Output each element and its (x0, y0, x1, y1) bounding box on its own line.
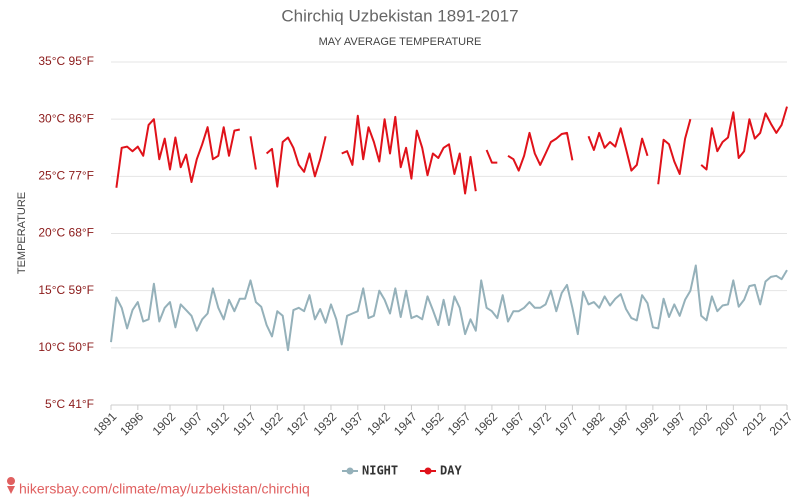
x-tick-label: 1972 (525, 409, 554, 438)
x-tick-label: 1992 (632, 409, 661, 438)
x-tick-label: 1932 (311, 409, 340, 438)
x-tick-label: 2012 (740, 409, 769, 438)
y-tick-label: 35°C 95°F (38, 54, 94, 68)
x-tick-label: 1977 (552, 409, 581, 438)
x-tick-label: 1952 (418, 409, 447, 438)
x-tick-label: 1947 (391, 409, 420, 438)
chart-subtitle: MAY AVERAGE TEMPERATURE (319, 36, 482, 48)
x-tick-label: 2017 (767, 409, 796, 438)
x-tick-label: 1937 (337, 409, 366, 438)
x-tick-label: 1917 (230, 409, 259, 438)
series-line (110, 264, 788, 352)
x-tick-label: 1942 (364, 409, 393, 438)
legend-marker (424, 467, 432, 475)
y-axis-label: TEMPERATURE (16, 192, 28, 274)
legend-label: NIGHT (362, 464, 398, 478)
y-tick-label: 20°C 68°F (38, 226, 94, 240)
x-tick-label: 1927 (284, 409, 313, 438)
pin-icon (7, 477, 16, 494)
source: hikersbay.com/climate/may/uzbekistan/chi… (19, 481, 310, 497)
legend-marker (346, 467, 354, 475)
y-tick-label: 10°C 50°F (38, 340, 94, 354)
y-tick-label: 5°C 41°F (45, 397, 94, 411)
y-tick-label: 30°C 86°F (38, 111, 94, 125)
chart-title: Chirchiq Uzbekistan 1891-2017 (281, 6, 518, 25)
y-tick-label: 25°C 77°F (38, 169, 94, 183)
y-tick-label: 15°C 59°F (38, 283, 94, 297)
x-tick-label: 1891 (91, 409, 120, 438)
x-tick-label: 1967 (498, 409, 527, 438)
x-tick-label: 1957 (445, 409, 474, 438)
x-tick-label: 1982 (579, 409, 608, 438)
x-tick-label: 1896 (117, 409, 146, 438)
x-tick-label: 1907 (176, 409, 205, 438)
x-tick-label: 2007 (713, 409, 742, 438)
x-tick-label: 1997 (659, 409, 688, 438)
x-tick-label: 2002 (686, 409, 715, 438)
x-tick-label: 1922 (257, 409, 286, 438)
x-tick-label: 1912 (203, 409, 232, 438)
series-line (115, 106, 788, 195)
x-tick-label: 1902 (150, 409, 179, 438)
legend-label: DAY (440, 464, 462, 478)
x-tick-label: 1962 (472, 409, 501, 438)
x-tick-label: 1987 (606, 409, 635, 438)
